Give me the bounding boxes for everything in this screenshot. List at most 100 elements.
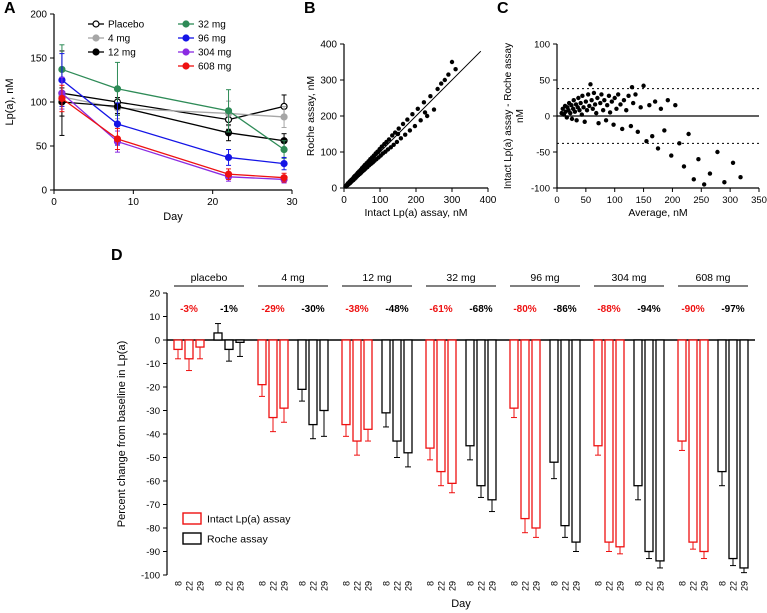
- data-point: [224, 107, 233, 115]
- day-tick-label: 22: [521, 581, 531, 591]
- day-tick-label: 22: [269, 581, 279, 591]
- data-point: [58, 94, 66, 103]
- data-point: [390, 133, 395, 138]
- percent-change-label: -38%: [345, 304, 368, 315]
- y-tick-label: -30: [146, 406, 160, 417]
- y-tick-label: 50: [539, 76, 550, 87]
- percent-change-label: -97%: [721, 304, 744, 315]
- data-point: [280, 113, 288, 121]
- legend-label: Placebo: [108, 20, 145, 31]
- day-tick-label: 8: [678, 581, 688, 586]
- day-tick-label: 22: [225, 581, 235, 591]
- data-point: [681, 164, 687, 169]
- series-12-mg: [58, 87, 288, 149]
- legend-marker: [182, 34, 190, 42]
- day-tick-label: 22: [729, 581, 739, 591]
- legend-marker: [92, 20, 100, 28]
- percent-change-label: -1%: [220, 304, 238, 315]
- scatter-points: [559, 82, 743, 187]
- panelD-svg: 20 10 0 -10 -20 -30 -40 -50 -60 -70 -80 -90 -100 plac…: [116, 272, 755, 610]
- data-point: [701, 182, 707, 187]
- dose-response-line-chart: 0 50 100 150 200 0 10 20 30 Day Lp(a), nM Placebo 4 …: [0, 0, 300, 245]
- legend: Intact Lp(a) assay Roche assay: [182, 512, 291, 546]
- data-point: [638, 105, 643, 110]
- x-tick-label: 50: [581, 195, 592, 206]
- data-point: [615, 92, 621, 97]
- data-point: [224, 170, 233, 178]
- bar: [403, 339, 413, 454]
- data-point: [280, 174, 288, 182]
- dose-group-label: 32 mg: [446, 272, 475, 284]
- bar: [436, 339, 446, 473]
- series-608-mg: [58, 84, 288, 183]
- data-point: [569, 103, 574, 108]
- data-point: [576, 95, 581, 101]
- bar: [717, 339, 727, 473]
- y-tick-label: 100: [320, 148, 337, 159]
- legend-label: 32 mg: [198, 20, 226, 31]
- bar: [677, 339, 687, 442]
- percent-change-label: -30%: [301, 304, 324, 315]
- day-tick-label: 8: [466, 581, 476, 586]
- day-tick-label: 22: [437, 581, 447, 591]
- y-axis-label: Roche assay, nM: [305, 76, 317, 156]
- legend-marker: [92, 34, 100, 42]
- data-point: [224, 153, 233, 162]
- y-tick-label: -50: [146, 453, 160, 464]
- dose-group-304-mg: 304 mg-88%8 22 29-94%8 22 29: [593, 272, 666, 591]
- data-point: [581, 105, 586, 110]
- y-tick-label: 0: [155, 336, 160, 347]
- data-point: [405, 117, 410, 122]
- data-point: [594, 110, 599, 116]
- x-tick-label: 30: [286, 197, 298, 208]
- y-tick-label: 150: [30, 54, 47, 65]
- dose-group-label: 304 mg: [611, 272, 646, 284]
- data-point: [603, 118, 609, 123]
- y-tick-label: -80: [146, 524, 160, 535]
- x-axis-label: Intact Lp(a) assay, nM: [364, 207, 467, 219]
- x-tick-label: 20: [207, 197, 219, 208]
- data-point: [453, 67, 458, 72]
- bar: [509, 339, 519, 409]
- bar: [487, 339, 497, 501]
- panelA-svg: 0 50 100 150 200 0 10 20 30 Day Lp(a), nM Placebo 4 …: [4, 10, 298, 224]
- data-point: [578, 100, 583, 106]
- day-tick-label: 8: [634, 581, 644, 586]
- data-point: [446, 72, 451, 77]
- x-axis-label: Day: [451, 598, 471, 610]
- bar: [392, 339, 402, 442]
- data-point: [650, 133, 655, 139]
- y-axis-label-unit: nM: [515, 109, 526, 123]
- day-tick-label: 22: [689, 581, 699, 591]
- y-axis-label: Lp(a), nM: [4, 78, 16, 125]
- panel-c: C -100 -50 0 50 100 0 50 100 150 200 250 300 350 Aver…: [495, 0, 767, 245]
- day-tick-label: 29: [700, 581, 710, 591]
- percent-change-label: -48%: [385, 304, 408, 315]
- data-point: [400, 121, 406, 127]
- data-point: [655, 146, 661, 151]
- data-point: [633, 92, 638, 97]
- series-placebo: [58, 50, 288, 136]
- bar: [728, 339, 738, 560]
- data-point: [598, 100, 603, 106]
- data-point: [398, 136, 404, 141]
- panel-d-label: D: [111, 247, 123, 264]
- y-tick-label: 100: [534, 40, 550, 51]
- data-point: [595, 95, 600, 101]
- day-tick-label: 29: [196, 581, 206, 591]
- data-point: [652, 99, 658, 104]
- series-304-mg: [58, 76, 288, 184]
- data-point: [584, 108, 590, 113]
- day-tick-label: 22: [309, 581, 319, 591]
- dose-group-label: 12 mg: [362, 272, 391, 284]
- bar: [381, 339, 391, 414]
- day-tick-label: 22: [477, 581, 487, 591]
- y-tick-label: 20: [149, 289, 160, 300]
- bar: [184, 339, 194, 360]
- data-point: [348, 180, 353, 185]
- data-point: [564, 115, 570, 120]
- data-point: [614, 106, 619, 112]
- bar: [308, 339, 318, 426]
- panel-b-label: B: [304, 0, 316, 17]
